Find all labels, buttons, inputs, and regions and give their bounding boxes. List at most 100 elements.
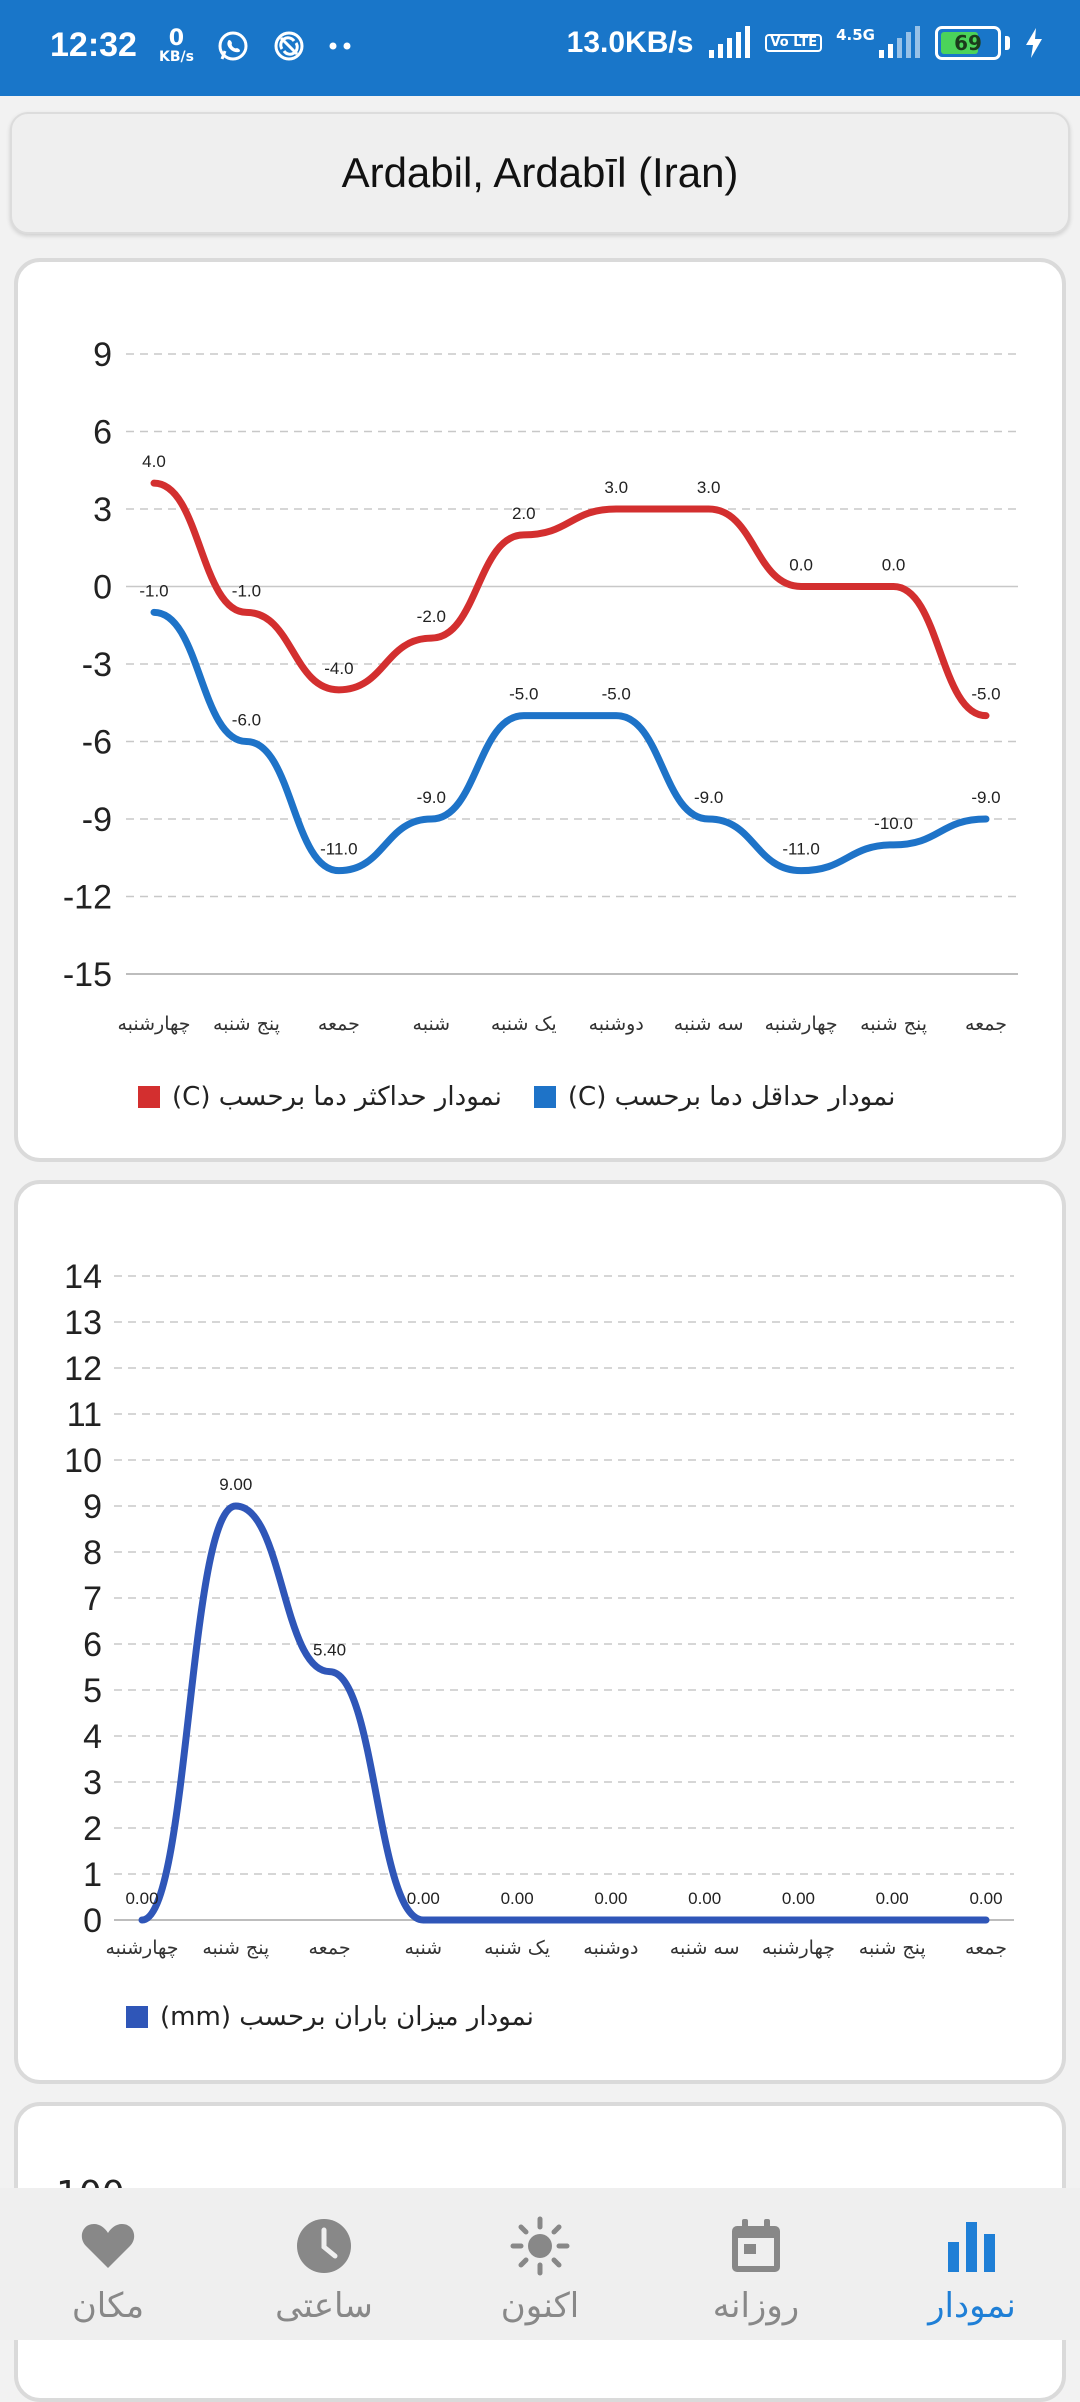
x-tick-label: دوشنبه — [583, 1937, 638, 1959]
data-label: -6.0 — [232, 711, 261, 730]
x-tick-label: چهارشنبه — [117, 1013, 190, 1035]
x-tick-label: چهارشنبه — [762, 1937, 835, 1959]
battery-fill — [941, 32, 979, 54]
legend-swatch-min — [533, 1086, 556, 1108]
nav-item-location[interactable]: مکان — [0, 2188, 216, 2340]
data-label: 0.0 — [789, 556, 813, 575]
temperature-legend: نمودار حداکثر دما برحسب (C) نمودار حداقل… — [138, 1082, 895, 1112]
y-tick-label: -15 — [63, 956, 112, 994]
y-tick-label: 7 — [83, 1580, 102, 1618]
series-line — [150, 479, 990, 720]
data-label: 0.00 — [594, 1889, 627, 1908]
nav-label-now: اکنون — [500, 2286, 580, 2326]
x-tick-label: یک شنبه — [491, 1013, 557, 1035]
data-label: -9.0 — [417, 788, 446, 807]
battery-level: 69 — [954, 31, 982, 55]
temperature-chart-card: 9 6 3 0 -3 -6 -9 -12 -15 چهارشنبه پنج شنبه جمعه شنبه… — [14, 258, 1066, 1162]
x-tick-label: چهارشنبه — [765, 1013, 838, 1035]
status-bar: 12:32 0 KB/s 13.0KB/s Vo LTE 4.5G — [0, 0, 1080, 96]
net-rate-unit: KB/s — [158, 48, 194, 65]
data-label: 3.0 — [604, 478, 628, 497]
sync-icon — [274, 31, 304, 60]
x-tick-label: پنج شنبه — [213, 1013, 280, 1035]
sun-icon — [510, 2216, 570, 2276]
x-tick-label: سه شنبه — [670, 1937, 740, 1959]
data-label: -5.0 — [509, 685, 538, 704]
nav-label-hourly: ساعتی — [275, 2286, 373, 2326]
x-tick-label: جمعه — [318, 1013, 360, 1035]
data-label: -9.0 — [971, 788, 1000, 807]
series-line — [138, 1502, 990, 1924]
y-tick-label: 8 — [83, 1534, 102, 1572]
x-tick-label: پنج شنبه — [859, 1937, 926, 1959]
rain-chart-card: 14 13 12 11 10 9 8 7 6 5 4 3 2 1 0 چهارشنبه پنج شنبه جمعه… — [14, 1180, 1066, 2084]
legend-swatch-max — [138, 1086, 160, 1108]
y-tick-label: -9 — [82, 801, 112, 839]
data-label: -2.0 — [417, 607, 446, 626]
x-tick-label: شنبه — [405, 1937, 443, 1959]
x-tick-label: شنبه — [413, 1013, 451, 1035]
status-time: 12:32 — [50, 26, 137, 64]
x-tick-label: جمعه — [965, 1937, 1007, 1959]
battery-indicator: 69 — [935, 26, 1001, 60]
y-tick-label: 2 — [83, 1810, 102, 1848]
whatsapp-icon — [218, 31, 248, 60]
data-label: 0.00 — [876, 1889, 909, 1908]
data-label: 4.0 — [142, 452, 166, 471]
data-label: 3.0 — [697, 478, 721, 497]
y-tick-label: 3 — [83, 1764, 102, 1802]
y-tick-label: 9 — [93, 336, 112, 374]
x-tick-label: پنج شنبه — [202, 1937, 269, 1959]
x-tick-label: دوشنبه — [589, 1013, 644, 1035]
data-label: -5.0 — [971, 685, 1000, 704]
y-tick-label: 6 — [93, 414, 112, 452]
bar-chart-icon — [948, 2222, 995, 2272]
nav-label-daily: روزانه — [712, 2286, 800, 2326]
data-label: -1.0 — [232, 581, 261, 600]
y-tick-label: 5 — [83, 1672, 102, 1710]
nav-item-daily[interactable]: روزانه — [648, 2188, 864, 2340]
data-label: 9.00 — [219, 1475, 252, 1494]
location-title: Ardabil, Ardabīl (Iran) — [341, 149, 739, 196]
y-tick-label: 11 — [67, 1396, 102, 1434]
data-label: 5.40 — [313, 1641, 346, 1660]
volte-badge: Vo LTE — [765, 34, 823, 52]
data-label: -5.0 — [602, 685, 631, 704]
x-tick-label: جمعه — [965, 1013, 1007, 1035]
signal-icon — [709, 26, 751, 58]
nav-item-hourly[interactable]: ساعتی — [216, 2188, 432, 2340]
nav-item-chart[interactable]: نمودار — [864, 2188, 1080, 2340]
location-header[interactable]: Ardabil, Ardabīl (Iran) — [10, 112, 1070, 234]
calendar-icon — [732, 2219, 780, 2272]
network-type: 4.5G — [836, 26, 875, 44]
rain-legend: نمودار میزان باران برحسب (mm) — [126, 2002, 534, 2032]
signal-icon-2 — [879, 26, 920, 58]
data-label: -1.0 — [139, 581, 168, 600]
legend-label-min: نمودار حداقل دما برحسب (C) — [567, 1082, 896, 1112]
data-label: 0.00 — [782, 1889, 815, 1908]
charging-icon — [1026, 28, 1042, 58]
data-label: -4.0 — [324, 659, 353, 678]
x-tick-label: سه شنبه — [674, 1013, 744, 1035]
x-tick-label: جمعه — [309, 1937, 351, 1959]
data-label: 0.0 — [882, 556, 906, 575]
y-tick-label: 3 — [93, 491, 112, 529]
y-tick-label: 6 — [83, 1626, 102, 1664]
y-tick-label: 13 — [64, 1304, 102, 1342]
bottom-navigation: مکان ساعتی اکنون روزانه — [0, 2188, 1080, 2340]
data-label: 0.00 — [688, 1889, 721, 1908]
x-tick-label: پنج شنبه — [860, 1013, 927, 1035]
y-tick-label: -3 — [82, 646, 112, 684]
data-label: -11.0 — [320, 840, 358, 859]
data-label: 0.00 — [407, 1889, 440, 1908]
legend-label-max: نمودار حداکثر دما برحسب (C) — [172, 1082, 502, 1112]
y-tick-label: -12 — [63, 879, 112, 917]
nav-item-now[interactable]: اکنون — [432, 2188, 648, 2340]
legend-label-rain: نمودار میزان باران برحسب (mm) — [160, 2002, 534, 2032]
heart-icon — [81, 2224, 135, 2268]
data-label: 0.00 — [969, 1889, 1002, 1908]
nav-label-location: مکان — [71, 2286, 145, 2326]
y-tick-label: 10 — [64, 1442, 102, 1480]
data-label: 2.0 — [512, 504, 536, 523]
y-tick-label: 0 — [93, 569, 112, 607]
